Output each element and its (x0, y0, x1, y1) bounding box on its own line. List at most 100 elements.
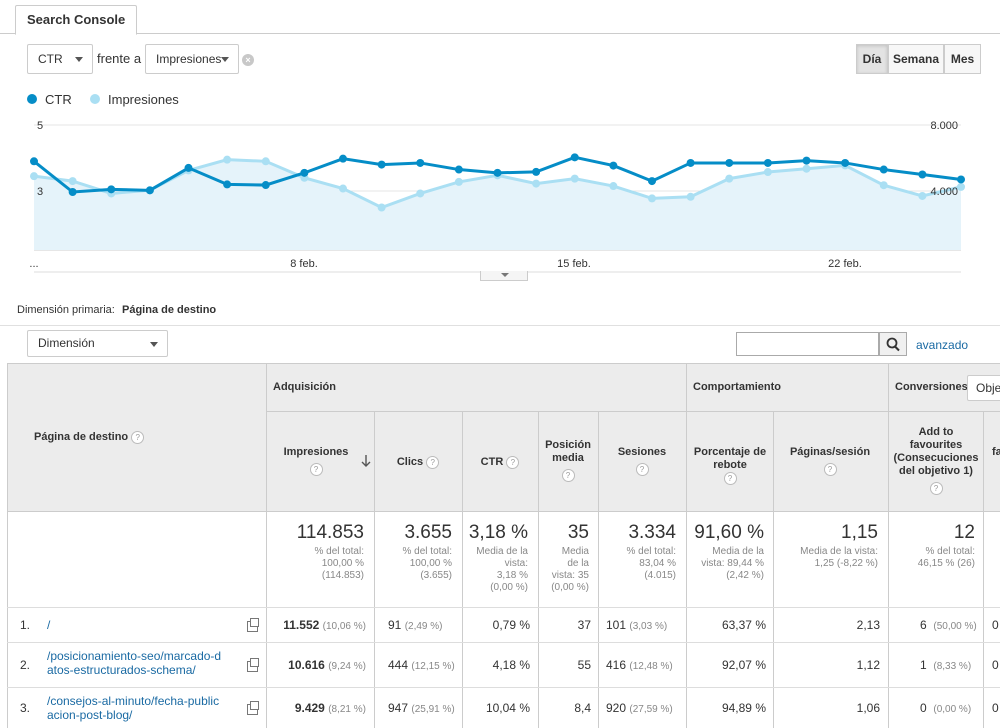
ctr-point (957, 175, 965, 184)
row-page-link[interactable]: /posicionamiento-seo/marcado-d atos-estru… (47, 649, 222, 677)
col-rebote[interactable]: Porcentaje de rebote ? (690, 446, 770, 485)
total-clics-sub: % del total: 100,00 % (3.655) (402, 546, 452, 581)
goal-select[interactable]: Objet (967, 375, 1000, 401)
ctr-point (532, 167, 541, 176)
ctr-point (918, 170, 927, 179)
metric1-dropdown[interactable]: CTR (27, 44, 93, 74)
ctr-point (30, 157, 38, 166)
col-paginas[interactable]: Páginas/sesión ? (778, 446, 882, 476)
metric1-label: CTR (38, 52, 63, 66)
total-impresiones: 114.853 (296, 522, 364, 543)
cell-paginas: 2,13 (856, 618, 880, 632)
table-search-input[interactable] (736, 332, 879, 356)
metric2-dropdown[interactable]: Impresiones (145, 44, 239, 74)
col-ctr[interactable]: CTR ? (466, 456, 534, 469)
cell-extra: 0 (992, 701, 999, 715)
ctr-point (107, 185, 116, 194)
advanced-link[interactable]: avanzado (916, 338, 969, 352)
impresiones-point (686, 192, 695, 201)
help-icon[interactable]: ? (506, 456, 520, 469)
impresiones-point (416, 189, 425, 198)
row-page-link[interactable]: /consejos-al-minuto/fecha-public acion-po… (47, 694, 220, 722)
help-icon[interactable]: ? (426, 456, 440, 469)
help-icon[interactable]: ? (723, 472, 737, 485)
ctr-point (454, 165, 463, 174)
cell-clics: 947 (25,91 %) (388, 701, 455, 715)
help-icon[interactable]: ? (929, 482, 943, 495)
cell-posicion: 37 (577, 618, 591, 632)
external-link-icon[interactable] (247, 701, 259, 715)
impresiones-point (377, 203, 386, 212)
legend-ctr-label[interactable]: CTR (45, 92, 72, 107)
help-icon[interactable]: ? (561, 469, 575, 482)
cell-favourites: 0 (0,00 %) (920, 701, 972, 715)
impresiones-point (802, 164, 811, 173)
ctr-point (570, 153, 579, 162)
col-sesiones-label: Sesiones (617, 446, 667, 458)
cell-favourites: 6 (50,00 %) (920, 618, 977, 632)
col-sesiones[interactable]: Sesiones ? (602, 446, 682, 476)
legend-ctr-dot (27, 94, 37, 104)
help-icon[interactable]: ? (131, 431, 145, 444)
ctr-point (300, 168, 309, 177)
legend-impresiones-label[interactable]: Impresiones (108, 92, 179, 107)
group-behavior: Comportamiento (693, 381, 781, 393)
external-link-icon[interactable] (247, 658, 259, 672)
external-link-icon[interactable] (247, 618, 259, 632)
col-ctr-label: CTR (480, 456, 504, 468)
ctr-point (145, 186, 154, 195)
tab-search-console[interactable]: Search Console (15, 5, 138, 35)
goal-select-label: Objet (976, 381, 1000, 395)
row-page-link[interactable]: / (47, 618, 51, 632)
secondary-dimension-dropdown[interactable]: Dimensión secundaria (27, 330, 168, 375)
total-posicion: 35 (567, 522, 589, 543)
col-posicion-label: Posición media (545, 439, 591, 464)
impresiones-point (339, 184, 347, 193)
help-icon[interactable]: ? (635, 463, 649, 476)
cell-extra: 0 (992, 658, 999, 672)
col-extra[interactable]: fa (992, 446, 1000, 458)
search-button[interactable] (879, 332, 907, 356)
cell-sesiones: 101 (3,03 %) (606, 618, 668, 632)
cell-ctr: 4,18 % (492, 658, 530, 672)
cell-extra: 0 (992, 618, 999, 632)
cell-paginas: 1,12 (856, 658, 880, 672)
cell-clics: 91 (2,49 %) (388, 618, 443, 632)
y-left-tick: 3 (37, 186, 43, 198)
cell-clics: 444 (12,15 %) (388, 658, 455, 672)
ctr-point (725, 158, 734, 167)
period-week-button[interactable]: Semana (888, 44, 944, 74)
row-number: 2. (20, 658, 31, 672)
chevron-down-icon (150, 342, 158, 347)
period-day-button[interactable]: Día (856, 44, 888, 74)
impresiones-point (918, 191, 927, 200)
total-favourites: 12 (953, 522, 975, 543)
col-page[interactable]: Página de destino ? (34, 431, 145, 444)
help-icon[interactable]: ? (823, 463, 837, 476)
ctr-point (493, 168, 502, 177)
y-left-tick: 5 (37, 120, 43, 132)
impresiones-point (609, 182, 618, 191)
col-favourites[interactable]: Add to favourites (Consecuciones del obj… (892, 426, 980, 495)
impresiones-point (68, 177, 77, 186)
collapse-chart-button[interactable] (480, 271, 528, 281)
primary-dimension-label: Dimensión primaria: (17, 304, 115, 316)
period-month-button[interactable]: Mes (944, 44, 981, 74)
sort-desc-icon[interactable] (360, 454, 372, 468)
col-clics-label: Clics (396, 456, 424, 468)
clear-icon[interactable]: × (242, 54, 254, 66)
col-paginas-label: Páginas/sesión (789, 446, 871, 458)
cell-ctr: 0,79 % (492, 618, 530, 632)
cell-impresiones: 11.552 (10,06 %) (283, 618, 366, 632)
col-posicion[interactable]: Posición media ? (541, 439, 595, 482)
total-impresiones-sub: % del total: 100,00 % (114.853) (314, 546, 364, 581)
line-chart: 5 3 8.000 4.000... 8 feb. 15 feb. 22 feb. (29, 120, 965, 273)
col-page-label: Página de destino (34, 431, 129, 443)
impresiones-point (879, 181, 888, 190)
cell-rebote: 94,89 % (721, 701, 766, 715)
col-impresiones[interactable]: Impresiones ? (276, 446, 356, 476)
col-clics[interactable]: Clics ? (380, 456, 456, 469)
primary-dimension-value[interactable]: Página de destino (122, 304, 217, 316)
row-number: 3. (20, 701, 31, 715)
help-icon[interactable]: ? (309, 463, 323, 476)
